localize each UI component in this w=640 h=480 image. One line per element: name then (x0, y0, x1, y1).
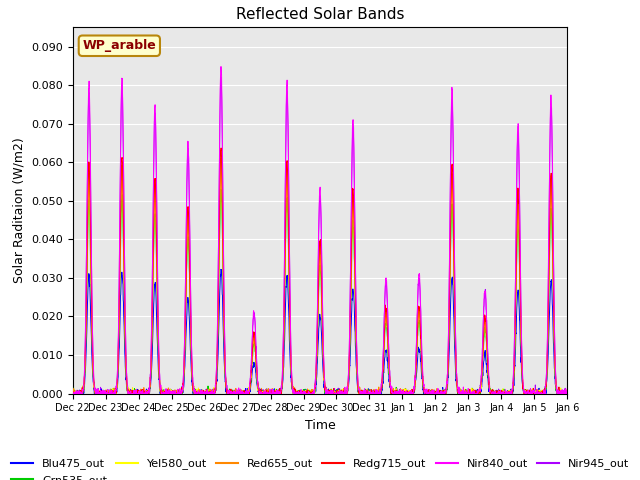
Blu475_out (589, 391, 597, 396)
Red655_out (236, 391, 243, 396)
Nir945_out (496, 390, 504, 396)
Redg715_out (525, 387, 533, 393)
Yel580_out (69, 391, 77, 396)
Red655_out (122, 336, 129, 342)
Nir945_out (122, 329, 129, 335)
Y-axis label: Solar Raditaion (W/m2): Solar Raditaion (W/m2) (13, 138, 26, 283)
Blu475_out (69, 391, 77, 396)
Grn535_out (525, 390, 533, 396)
Title: Reflected Solar Bands: Reflected Solar Bands (236, 7, 404, 22)
Blu475_out (68, 390, 76, 396)
Yel580_out (496, 391, 504, 396)
Blu475_out (217, 266, 225, 272)
Yel580_out (236, 391, 243, 396)
Nir945_out (589, 391, 597, 396)
Yel580_out (589, 390, 597, 396)
Redg715_out (122, 346, 129, 351)
Line: Blu475_out: Blu475_out (72, 269, 600, 394)
Grn535_out (69, 391, 77, 396)
Redg715_out (589, 391, 597, 396)
Yel580_out (369, 389, 376, 395)
Grn535_out (596, 390, 604, 396)
Line: Nir945_out: Nir945_out (72, 77, 600, 394)
Nir840_out (496, 389, 504, 395)
Grn535_out (122, 353, 129, 359)
Nir840_out (236, 391, 243, 396)
Red655_out (217, 156, 225, 161)
Red655_out (525, 391, 533, 396)
Nir945_out (596, 388, 604, 394)
Nir945_out (217, 74, 225, 80)
Legend: Blu475_out, Grn535_out, Yel580_out, Red655_out, Redg715_out, Nir840_out, Nir945_: Blu475_out, Grn535_out, Yel580_out, Red6… (6, 454, 634, 480)
Yel580_out (596, 388, 604, 394)
Blu475_out (122, 367, 129, 372)
Red655_out (596, 388, 604, 394)
Grn535_out (589, 391, 597, 396)
Nir945_out (369, 391, 376, 396)
Yel580_out (122, 350, 129, 356)
Red655_out (589, 390, 597, 396)
Grn535_out (496, 391, 504, 396)
Yel580_out (525, 391, 533, 396)
Blu475_out (236, 391, 243, 396)
Nir840_out (525, 390, 533, 396)
Redg715_out (69, 391, 77, 396)
Redg715_out (68, 388, 76, 394)
Text: WP_arable: WP_arable (83, 39, 156, 52)
Redg715_out (369, 390, 376, 396)
Grn535_out (369, 391, 376, 396)
Yel580_out (217, 169, 225, 175)
Line: Grn535_out: Grn535_out (72, 189, 600, 394)
Nir840_out (369, 390, 376, 396)
Nir840_out (217, 64, 225, 70)
Redg715_out (596, 391, 604, 396)
Red655_out (368, 391, 376, 396)
Nir840_out (596, 389, 604, 395)
Nir945_out (525, 391, 533, 396)
Grn535_out (236, 391, 243, 396)
Nir840_out (68, 388, 76, 394)
Red655_out (68, 391, 76, 396)
Red655_out (495, 388, 503, 394)
Nir945_out (236, 389, 243, 395)
Nir945_out (69, 391, 77, 396)
Nir945_out (68, 387, 76, 393)
Nir840_out (589, 389, 597, 395)
Blu475_out (369, 389, 376, 395)
Nir840_out (69, 391, 77, 396)
Redg715_out (496, 388, 504, 394)
Line: Red655_out: Red655_out (72, 158, 600, 394)
Blu475_out (525, 389, 533, 395)
X-axis label: Time: Time (305, 419, 335, 432)
Nir840_out (122, 326, 129, 332)
Yel580_out (68, 389, 76, 395)
Grn535_out (217, 186, 225, 192)
Line: Nir840_out: Nir840_out (72, 67, 600, 394)
Line: Yel580_out: Yel580_out (72, 172, 600, 394)
Grn535_out (68, 387, 76, 393)
Redg715_out (236, 391, 243, 396)
Line: Redg715_out: Redg715_out (72, 148, 600, 394)
Redg715_out (217, 145, 225, 151)
Blu475_out (496, 391, 504, 396)
Blu475_out (596, 390, 604, 396)
